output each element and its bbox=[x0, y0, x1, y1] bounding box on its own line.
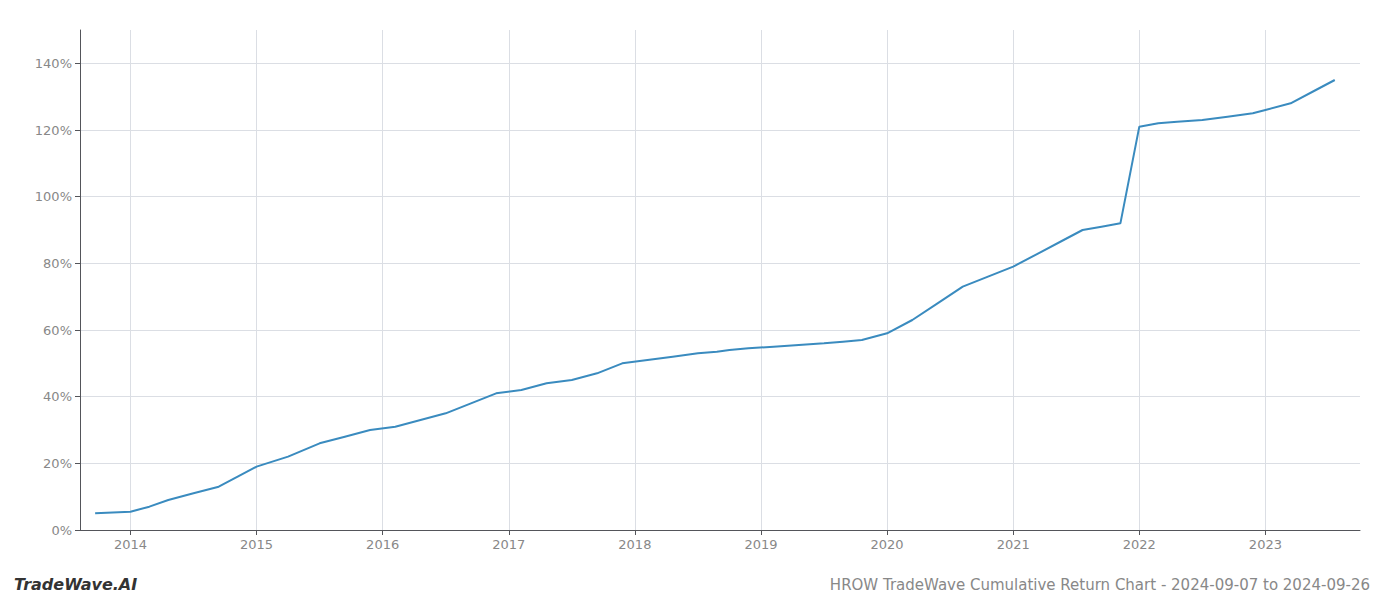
svg-text:2021: 2021 bbox=[997, 537, 1030, 552]
svg-text:0%: 0% bbox=[51, 523, 72, 538]
svg-text:2018: 2018 bbox=[618, 537, 651, 552]
svg-text:HROW TradeWave Cumulative Retu: HROW TradeWave Cumulative Return Chart -… bbox=[830, 576, 1370, 594]
svg-text:2014: 2014 bbox=[114, 537, 147, 552]
svg-text:2020: 2020 bbox=[871, 537, 904, 552]
svg-text:140%: 140% bbox=[35, 56, 72, 71]
svg-text:2015: 2015 bbox=[240, 537, 273, 552]
svg-text:2023: 2023 bbox=[1249, 537, 1282, 552]
svg-text:2017: 2017 bbox=[492, 537, 525, 552]
svg-text:80%: 80% bbox=[43, 256, 72, 271]
svg-text:120%: 120% bbox=[35, 123, 72, 138]
svg-text:40%: 40% bbox=[43, 389, 72, 404]
svg-text:20%: 20% bbox=[43, 456, 72, 471]
svg-text:100%: 100% bbox=[35, 189, 72, 204]
svg-text:2016: 2016 bbox=[366, 537, 399, 552]
svg-text:TradeWave.AI: TradeWave.AI bbox=[14, 575, 137, 594]
svg-text:60%: 60% bbox=[43, 323, 72, 338]
svg-text:2022: 2022 bbox=[1123, 537, 1156, 552]
svg-text:2019: 2019 bbox=[744, 537, 777, 552]
